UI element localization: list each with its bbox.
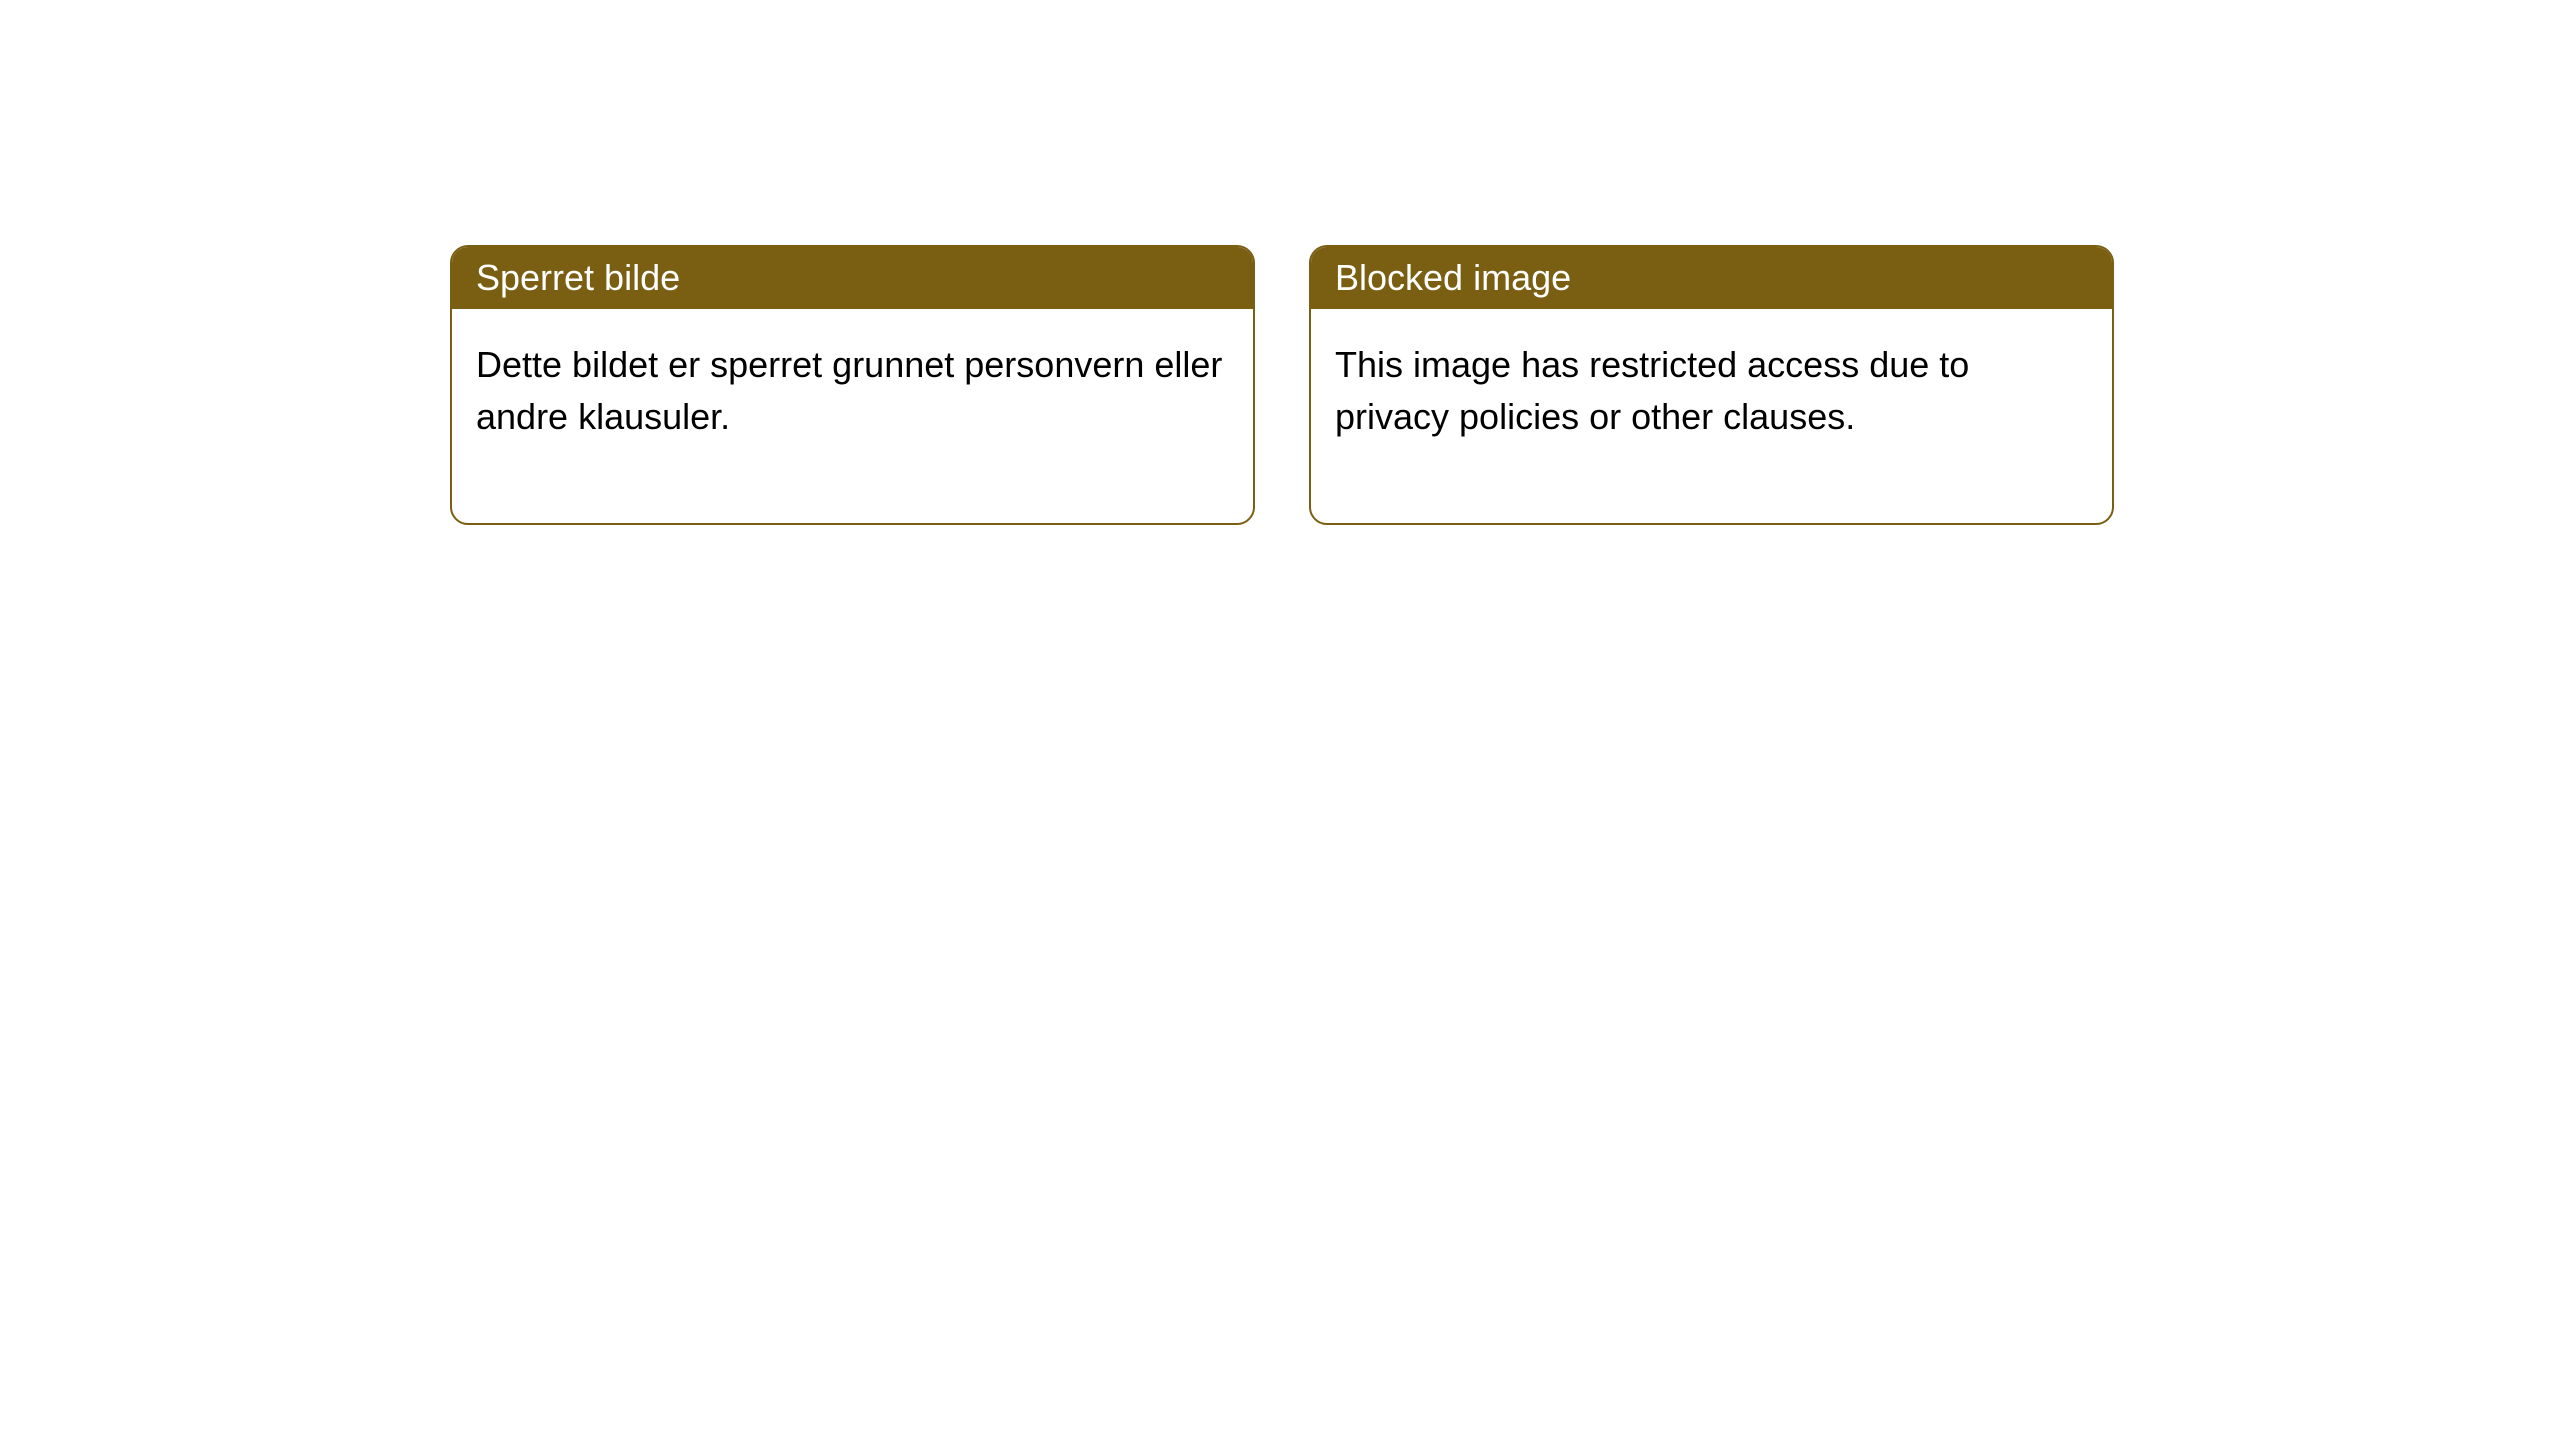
card-body-text: This image has restricted access due to … (1335, 344, 1969, 437)
card-body-text: Dette bildet er sperret grunnet personve… (476, 344, 1222, 437)
card-body: Dette bildet er sperret grunnet personve… (452, 309, 1253, 523)
notice-cards-container: Sperret bilde Dette bildet er sperret gr… (0, 0, 2560, 525)
card-header: Blocked image (1311, 247, 2112, 309)
notice-card-english: Blocked image This image has restricted … (1309, 245, 2114, 525)
card-title: Blocked image (1335, 257, 1571, 298)
card-header: Sperret bilde (452, 247, 1253, 309)
notice-card-norwegian: Sperret bilde Dette bildet er sperret gr… (450, 245, 1255, 525)
card-title: Sperret bilde (476, 257, 680, 298)
card-body: This image has restricted access due to … (1311, 309, 2112, 523)
